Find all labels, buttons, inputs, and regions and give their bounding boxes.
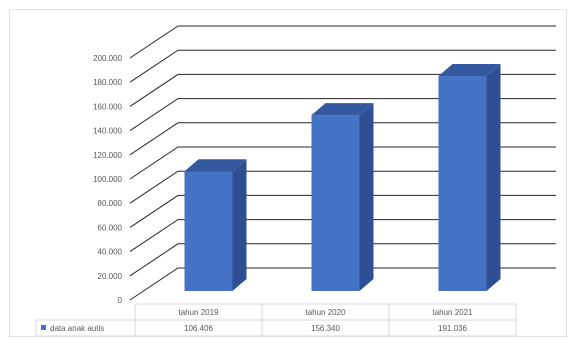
gridline bbox=[129, 194, 556, 228]
y-tick-label: 200.000 bbox=[93, 54, 122, 63]
legend-key bbox=[41, 325, 46, 330]
table-value: 156.340 bbox=[311, 324, 340, 333]
data-table: tahun 2019 tahun 2020 tahun 2021 data anak … bbox=[35, 303, 517, 337]
gridline bbox=[129, 146, 556, 180]
y-tick-label: 20.000 bbox=[98, 272, 123, 281]
table-category-label: tahun 2021 bbox=[432, 308, 473, 317]
bar-side bbox=[359, 103, 374, 292]
bar-side bbox=[232, 159, 247, 291]
gridline bbox=[129, 267, 556, 301]
bar bbox=[184, 171, 233, 291]
y-tick-label: 140.000 bbox=[93, 127, 122, 136]
gridline bbox=[129, 219, 556, 253]
y-tick-label: 180.000 bbox=[93, 78, 122, 87]
y-axis-ticks: 0 20.000 40.000 60.000 80.000 100.000 120.000 1… bbox=[93, 54, 122, 305]
bar bbox=[438, 76, 487, 291]
bar-top bbox=[184, 159, 247, 172]
gridline bbox=[129, 98, 556, 132]
bar bbox=[311, 115, 360, 292]
table-value: 191.036 bbox=[438, 324, 467, 333]
y-tick-label: 0 bbox=[118, 296, 123, 305]
bar-top bbox=[438, 64, 501, 77]
gridline bbox=[129, 122, 556, 156]
table-category-label: tahun 2019 bbox=[178, 308, 219, 317]
bar-top bbox=[311, 103, 374, 116]
bar-side bbox=[486, 64, 501, 291]
legend-series-name: data anak autis bbox=[50, 324, 104, 333]
y-tick-label: 120.000 bbox=[93, 151, 122, 160]
table-category-label: tahun 2020 bbox=[305, 308, 346, 317]
gridline bbox=[129, 243, 556, 277]
gridlines bbox=[129, 25, 556, 301]
bars bbox=[184, 64, 501, 292]
gridline bbox=[129, 170, 556, 204]
gridline bbox=[129, 25, 556, 59]
y-tick-label: 40.000 bbox=[98, 248, 123, 257]
table-value: 106.406 bbox=[184, 324, 213, 333]
y-tick-label: 60.000 bbox=[98, 223, 123, 232]
gridline bbox=[129, 49, 556, 83]
y-tick-label: 80.000 bbox=[98, 199, 123, 208]
y-tick-label: 100.000 bbox=[93, 175, 122, 184]
y-tick-label: 160.000 bbox=[93, 102, 122, 111]
gridline bbox=[129, 73, 556, 107]
